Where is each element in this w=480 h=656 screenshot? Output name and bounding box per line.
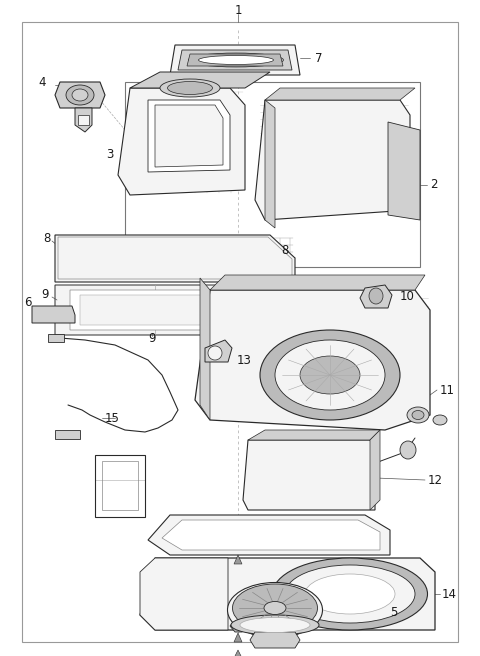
Text: 1: 1 (234, 3, 242, 16)
Polygon shape (55, 235, 295, 282)
Ellipse shape (160, 79, 220, 97)
Text: 8: 8 (43, 232, 51, 245)
Polygon shape (155, 105, 223, 167)
Bar (125, 82, 420, 267)
Ellipse shape (168, 81, 213, 94)
Text: 13: 13 (237, 354, 252, 367)
Polygon shape (234, 633, 242, 642)
Polygon shape (388, 122, 420, 220)
Polygon shape (118, 88, 245, 195)
Ellipse shape (433, 415, 447, 425)
Polygon shape (55, 82, 105, 108)
Text: 5: 5 (390, 605, 397, 619)
Polygon shape (234, 555, 242, 564)
Bar (55, 430, 80, 439)
Polygon shape (130, 72, 270, 88)
Ellipse shape (273, 558, 428, 630)
Ellipse shape (208, 346, 222, 360)
Polygon shape (210, 275, 425, 290)
Ellipse shape (285, 565, 415, 623)
Polygon shape (360, 285, 392, 308)
Polygon shape (140, 558, 435, 630)
Polygon shape (148, 100, 230, 172)
Polygon shape (230, 620, 247, 632)
Polygon shape (75, 108, 92, 132)
Polygon shape (70, 290, 295, 330)
Text: 14: 14 (442, 588, 457, 600)
Text: 4: 4 (38, 75, 46, 89)
Ellipse shape (260, 330, 400, 420)
Ellipse shape (412, 411, 424, 419)
Polygon shape (140, 558, 228, 630)
Ellipse shape (264, 602, 286, 615)
Ellipse shape (228, 583, 323, 638)
Ellipse shape (66, 85, 94, 105)
Bar (95, 455, 145, 517)
Polygon shape (55, 285, 305, 335)
Polygon shape (255, 100, 410, 220)
Polygon shape (243, 440, 375, 510)
Ellipse shape (240, 617, 310, 632)
Ellipse shape (400, 441, 416, 459)
Polygon shape (250, 632, 300, 648)
Text: 8: 8 (281, 243, 288, 256)
Text: 2: 2 (430, 178, 437, 192)
Bar (48, 334, 64, 342)
Ellipse shape (407, 407, 429, 423)
Ellipse shape (369, 288, 383, 304)
Polygon shape (80, 295, 287, 325)
Text: 15: 15 (105, 411, 120, 424)
Text: 7: 7 (315, 52, 323, 64)
Polygon shape (234, 650, 242, 656)
Polygon shape (78, 115, 89, 125)
Polygon shape (200, 278, 210, 420)
Bar (102, 461, 138, 510)
Polygon shape (195, 290, 430, 430)
Polygon shape (265, 100, 275, 228)
Ellipse shape (231, 615, 319, 635)
Text: 12: 12 (428, 474, 443, 487)
Polygon shape (178, 50, 292, 70)
Ellipse shape (72, 89, 88, 101)
Ellipse shape (305, 574, 395, 614)
Ellipse shape (300, 356, 360, 394)
Text: 3: 3 (106, 148, 114, 161)
Polygon shape (148, 515, 390, 555)
Ellipse shape (199, 56, 274, 64)
Polygon shape (187, 54, 283, 66)
Ellipse shape (232, 584, 317, 632)
Ellipse shape (275, 340, 385, 410)
Polygon shape (265, 88, 415, 100)
Polygon shape (170, 45, 300, 75)
Text: 6: 6 (24, 295, 32, 308)
Polygon shape (32, 306, 75, 323)
Text: 11: 11 (440, 384, 455, 396)
Text: 9: 9 (41, 289, 49, 302)
Polygon shape (205, 340, 232, 362)
Polygon shape (370, 430, 380, 510)
Text: 9: 9 (148, 331, 156, 344)
Polygon shape (248, 430, 380, 440)
Polygon shape (162, 520, 380, 550)
Text: 10: 10 (400, 289, 415, 302)
Ellipse shape (189, 53, 284, 67)
